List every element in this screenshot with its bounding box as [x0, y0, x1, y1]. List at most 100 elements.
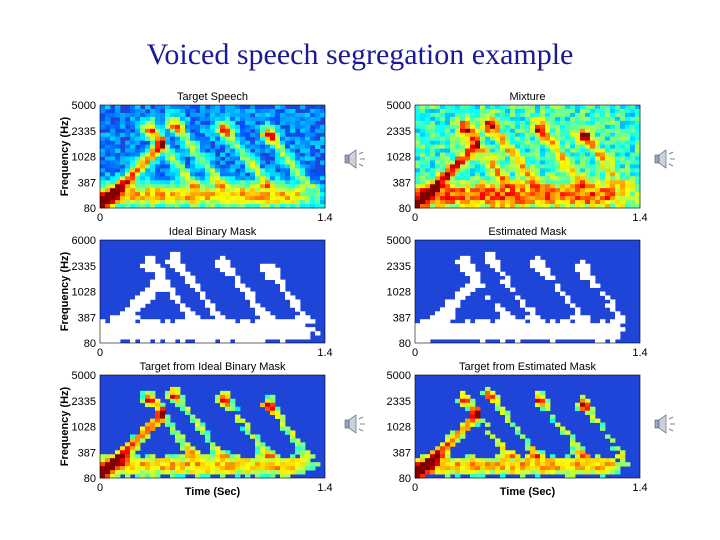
spectrogram-cell	[235, 140, 241, 146]
spectrogram-cell	[270, 470, 276, 475]
spectrogram-cell	[105, 132, 111, 138]
spectrogram-cell	[500, 307, 506, 312]
spectrogram-cell	[155, 406, 161, 412]
spectrogram-cell	[610, 339, 616, 344]
spectrogram-cell	[170, 458, 176, 463]
spectrogram-cell	[210, 192, 216, 197]
spectrogram-cell	[125, 132, 131, 138]
spectrogram-cell	[510, 422, 516, 427]
spectrogram-cell	[445, 128, 451, 134]
spectrogram-cell	[515, 120, 521, 126]
spectrogram-cell	[545, 160, 551, 165]
spectrogram-cell	[575, 446, 581, 451]
spectrogram-cell	[415, 128, 421, 134]
spectrogram-cell	[440, 200, 446, 205]
spectrogram-cell	[510, 116, 516, 122]
spectrogram-cell	[245, 200, 251, 205]
spectrogram-cell	[520, 204, 526, 209]
speaker-icon[interactable]	[344, 149, 365, 169]
speaker-icon[interactable]	[344, 414, 365, 434]
spectrogram-cell	[560, 160, 566, 165]
spectrogram-cell	[175, 323, 181, 328]
spectrogram-cell	[415, 172, 421, 177]
spectrogram-cell	[275, 180, 281, 185]
spectrogram-cell	[165, 200, 171, 205]
spectrogram-cell	[445, 112, 451, 118]
spectrogram-cell	[485, 184, 491, 189]
speaker-icon[interactable]	[654, 149, 675, 169]
spectrogram-cell	[600, 105, 606, 110]
spectrogram-cell	[295, 204, 301, 209]
spectrogram-cell	[175, 434, 181, 439]
spectrogram-cell	[455, 335, 461, 340]
spectrogram-cell	[295, 327, 301, 332]
spectrogram-cell	[295, 450, 301, 455]
spectrogram-cell	[205, 319, 211, 324]
spectrogram-cell	[630, 164, 636, 169]
spectrogram-cell	[535, 144, 541, 149]
spectrogram-cell	[110, 454, 116, 459]
spectrogram-cell	[565, 136, 571, 142]
spectrogram-cell	[220, 466, 226, 471]
spectrogram-cell	[230, 466, 236, 471]
spectrogram-cell	[475, 116, 481, 122]
spectrogram-cell	[515, 454, 521, 459]
spectrogram-cell	[260, 172, 266, 177]
spectrogram-cell	[185, 410, 191, 416]
spectrogram-cell	[520, 156, 526, 161]
spectrogram-cell	[580, 156, 586, 161]
spectrogram-cell	[255, 108, 261, 114]
spectrogram-cell	[535, 394, 541, 400]
spectrogram-cell	[180, 271, 186, 277]
spectrogram-cell	[240, 331, 246, 336]
spectrogram-cell	[235, 164, 241, 169]
spectrogram-cell	[260, 307, 266, 312]
spectrogram-cell	[315, 188, 321, 193]
spectrogram-cell	[585, 406, 591, 412]
spectrogram-cell	[240, 180, 246, 185]
spectrogram-cell	[600, 136, 606, 142]
spectrogram-cell	[180, 307, 186, 312]
spectrogram-cell	[280, 339, 286, 344]
spectrogram-cell	[115, 120, 121, 126]
spectrogram-cell	[170, 470, 176, 475]
spectrogram-cell	[505, 311, 511, 316]
spectrogram-cell	[515, 144, 521, 149]
spectrogram-cell	[245, 152, 251, 157]
spectrogram-cell	[135, 204, 141, 209]
spectrogram-cell	[160, 287, 166, 292]
spectrogram-cell	[215, 156, 221, 161]
spectrogram-cell	[555, 466, 561, 471]
spectrogram-cell	[255, 132, 261, 138]
spectrogram-cell	[150, 160, 156, 165]
spectrogram-cell	[580, 323, 586, 328]
spectrogram-cell	[145, 462, 151, 467]
spectrogram-cell	[480, 128, 486, 134]
spectrogram-cell	[435, 144, 441, 149]
spectrogram-cell	[305, 112, 311, 118]
spectrogram-cell	[585, 192, 591, 197]
spectrogram-cell	[540, 136, 546, 142]
spectrogram-cell	[140, 124, 146, 130]
spectrogram-cell	[180, 172, 186, 177]
spectrogram-cell	[575, 136, 581, 142]
spectrogram-cell	[255, 331, 261, 336]
spectrogram-cell	[460, 168, 466, 173]
spectrogram-cell	[480, 319, 486, 324]
spectrogram-cell	[570, 156, 576, 161]
spectrogram-cell	[550, 462, 556, 467]
spectrogram-cell	[240, 164, 246, 169]
spectrogram-cell	[160, 152, 166, 157]
spectrogram-cell	[295, 152, 301, 157]
spectrogram-cell	[490, 255, 496, 261]
spectrogram-cell	[285, 458, 291, 463]
spectrogram-cell	[290, 124, 296, 130]
spectrogram-cell	[575, 307, 581, 312]
spectrogram-cell	[185, 307, 191, 312]
spectrogram-cell	[270, 132, 276, 138]
spectrogram-cell	[605, 120, 611, 126]
spectrogram-cell	[485, 386, 491, 392]
speaker-icon[interactable]	[654, 414, 675, 434]
spectrogram-cell	[530, 152, 536, 157]
spectrogram-cell	[415, 148, 421, 153]
